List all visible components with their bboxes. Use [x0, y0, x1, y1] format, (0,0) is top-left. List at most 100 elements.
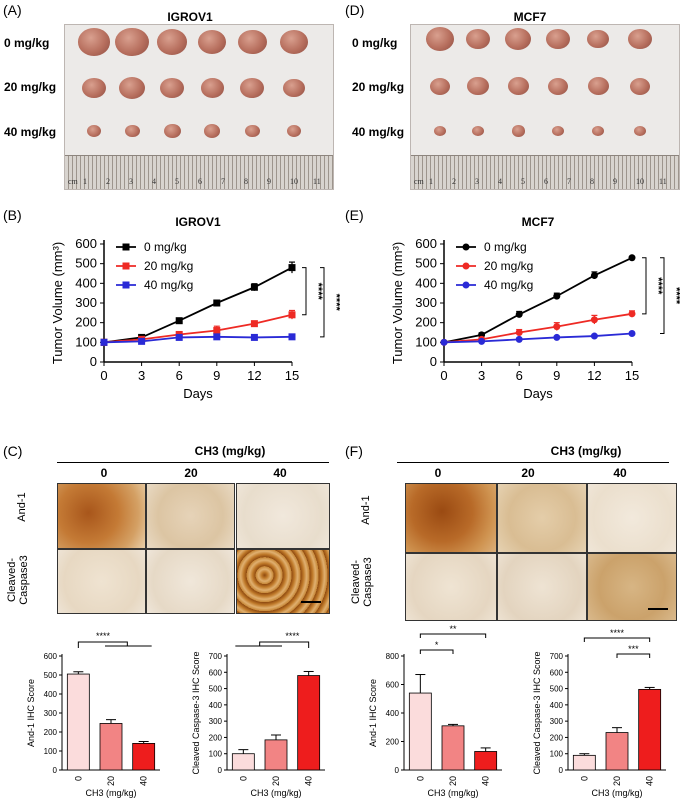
panel-label-d: (D): [345, 2, 365, 18]
data-point: [478, 337, 486, 345]
panel-c-row-caspase: Cleaved- Caspase3: [6, 555, 30, 605]
ruler-tick-label: 11: [659, 177, 667, 186]
ruler-tick-label: 3: [475, 177, 479, 186]
ruler-tick-label: 10: [290, 177, 298, 186]
series-line: [103, 313, 293, 344]
ihc-and1-0: [405, 483, 497, 553]
panel-c-row-and1: And-1: [16, 492, 28, 522]
panel-d-tumor-photo: cm 1 2 3 4 5 6 7 8 9 10 11: [410, 24, 680, 190]
bar: [231, 753, 255, 771]
ruler-tick-label: 9: [267, 177, 271, 186]
y-tick-label: 300: [209, 717, 223, 726]
y-tick-label: 300: [550, 717, 564, 726]
data-point: [515, 329, 523, 336]
data-point: [590, 316, 598, 324]
legend-label: 40 mg/kg: [484, 278, 533, 292]
tumor: [124, 124, 140, 138]
tumor: [552, 125, 564, 137]
ihc-casp-20: [146, 549, 235, 614]
x-tick-label: 40: [481, 776, 491, 786]
y-tick-label: 0: [559, 766, 564, 775]
ihc-and1-40: [236, 483, 330, 549]
bar: [441, 725, 465, 771]
ruler-unit: cm: [414, 177, 424, 186]
bar: [132, 743, 156, 771]
ihc-casp-20: [497, 553, 587, 621]
legend-label: 20 mg/kg: [144, 259, 193, 273]
y-axis-label: And-1 IHC Score: [26, 679, 36, 747]
x-axis-label: CH3 (mg/kg): [427, 788, 478, 798]
tumor: [634, 125, 646, 137]
tumor: [507, 77, 529, 95]
x-tick-label: 20: [271, 776, 281, 786]
ruler-tick-label: 8: [244, 177, 248, 186]
x-tick-label: 20: [612, 776, 622, 786]
x-tick-label: 20: [106, 776, 116, 786]
panel-c-col-40: 40: [273, 466, 287, 480]
panel-label-f: (F): [345, 443, 363, 459]
tumor: [511, 125, 525, 137]
bar: [264, 739, 288, 771]
legend-marker: [122, 281, 130, 289]
tumor: [587, 29, 609, 49]
y-axis-label: Tumor Volume (mm³): [50, 242, 65, 364]
significance-label: ****: [285, 631, 300, 641]
tumor: [82, 77, 106, 99]
panel-d-dose-0: 0 mg/kg: [352, 36, 398, 50]
legend-label: 0 mg/kg: [484, 240, 527, 254]
data-point: [553, 292, 561, 300]
ruler-tick-label: 11: [313, 177, 321, 186]
significance-bracket: [616, 653, 651, 658]
significance-label: ****: [610, 628, 625, 638]
panel-c-col-20: 20: [184, 466, 198, 480]
x-tick-label: 0: [100, 368, 107, 383]
y-tick-label: 400: [550, 701, 564, 710]
y-tick-label: 500: [209, 685, 223, 694]
x-tick-label: 6: [516, 368, 523, 383]
significance-label: ***: [628, 644, 639, 654]
tumor: [244, 124, 260, 138]
data-point: [213, 327, 221, 335]
ruler-tick-label: 9: [613, 177, 617, 186]
data-point: [250, 333, 258, 341]
legend-label: 0 mg/kg: [144, 240, 187, 254]
x-tick-label: 0: [579, 776, 589, 781]
ruler-tick-label: 6: [544, 177, 548, 186]
data-point: [590, 271, 598, 279]
tumor: [78, 28, 110, 56]
x-tick-label: 0: [440, 368, 447, 383]
data-point: [175, 333, 183, 341]
panel-f-col-0: 0: [434, 466, 442, 480]
y-tick-label: 300: [44, 709, 58, 718]
panel-label-c: (C): [3, 443, 23, 459]
panel-c-header: CH3 (mg/kg): [194, 444, 266, 458]
series-line: [443, 312, 633, 344]
significance-label: ****: [312, 283, 324, 301]
significance-label: ****: [330, 294, 340, 312]
y-tick-label: 100: [415, 334, 437, 349]
ruler-tick-label: 8: [590, 177, 594, 186]
y-tick-label: 700: [209, 652, 223, 661]
scale-bar: [648, 608, 668, 610]
chart-title: MCF7: [522, 215, 555, 229]
series-line: [443, 256, 633, 344]
y-tick-label: 400: [44, 690, 58, 699]
x-tick-label: 3: [138, 368, 145, 383]
y-tick-label: 0: [53, 766, 58, 775]
panel-a-dose-20: 20 mg/kg: [4, 80, 57, 94]
ruler-tick-label: 3: [129, 177, 133, 186]
legend-marker: [122, 262, 130, 270]
y-tick-label: 500: [550, 685, 564, 694]
y-axis-label: Tumor Volume (mm³): [390, 242, 405, 364]
bar: [408, 692, 432, 771]
tumor: [426, 27, 454, 51]
significance-bracket: [642, 257, 647, 315]
panel-a-dose-40: 40 mg/kg: [4, 125, 57, 139]
ihc-and1-40: [587, 483, 677, 553]
panel-f-col-20: 20: [521, 466, 535, 480]
y-tick-label: 200: [75, 315, 97, 330]
